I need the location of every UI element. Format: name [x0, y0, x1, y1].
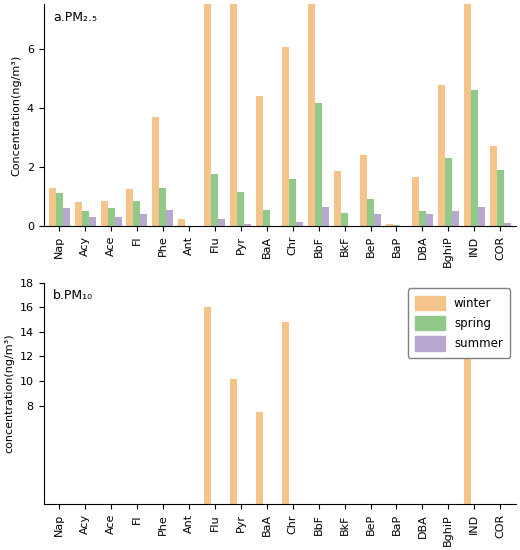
Bar — [204, 307, 211, 504]
Bar — [108, 208, 114, 226]
Bar — [282, 47, 289, 226]
Bar — [386, 224, 393, 226]
Bar — [126, 189, 134, 226]
Bar — [478, 207, 485, 226]
Bar — [256, 96, 263, 226]
Y-axis label: concentration(ng/m³): concentration(ng/m³) — [4, 334, 14, 453]
Bar — [282, 322, 289, 504]
Bar — [152, 117, 160, 226]
Text: a.PM₂.₅: a.PM₂.₅ — [53, 11, 97, 24]
Bar — [497, 170, 504, 226]
Bar — [360, 155, 367, 226]
Bar — [367, 199, 374, 226]
Bar — [374, 214, 381, 226]
Y-axis label: Concentration(ng/m³): Concentration(ng/m³) — [11, 54, 21, 175]
Bar — [289, 179, 296, 226]
Bar — [160, 188, 166, 226]
Bar — [256, 412, 263, 504]
Bar — [504, 223, 511, 226]
Bar — [464, 354, 471, 504]
Bar — [178, 219, 185, 226]
Bar — [134, 201, 140, 226]
Bar — [426, 214, 433, 226]
Bar — [445, 158, 452, 226]
Bar — [490, 146, 497, 226]
Bar — [218, 219, 225, 226]
Bar — [49, 188, 56, 226]
Bar — [140, 214, 148, 226]
Bar — [464, 0, 471, 226]
Bar — [296, 222, 303, 226]
Bar — [419, 211, 426, 226]
Bar — [452, 211, 459, 226]
Bar — [438, 85, 445, 226]
Bar — [412, 177, 419, 226]
Bar — [204, 0, 211, 226]
Bar — [315, 103, 322, 226]
Bar — [322, 207, 329, 226]
Bar — [211, 174, 218, 226]
Bar — [237, 192, 244, 226]
Bar — [341, 213, 348, 226]
Bar — [74, 202, 82, 226]
Bar — [166, 210, 174, 226]
Bar — [56, 194, 62, 226]
Bar — [308, 0, 315, 226]
Bar — [230, 378, 237, 504]
Text: b.PM₁₀: b.PM₁₀ — [53, 289, 93, 302]
Bar — [334, 171, 341, 226]
Bar — [244, 224, 251, 226]
Bar — [114, 217, 122, 226]
Bar — [100, 201, 108, 226]
Bar — [230, 0, 237, 226]
Bar — [88, 217, 96, 226]
Bar — [393, 225, 400, 226]
Bar — [471, 90, 478, 226]
Bar — [62, 208, 70, 226]
Legend: winter, spring, summer: winter, spring, summer — [408, 288, 510, 358]
Bar — [263, 210, 270, 226]
Bar — [82, 211, 88, 226]
